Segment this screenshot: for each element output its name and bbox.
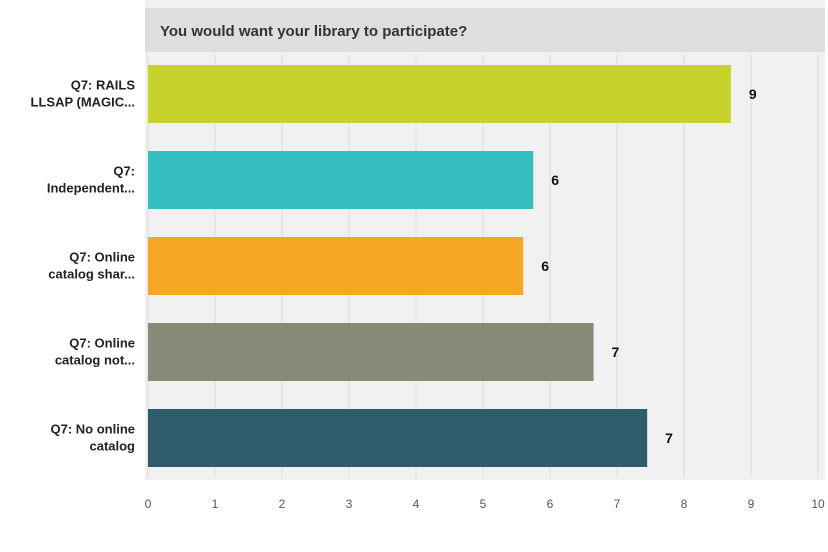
bar (148, 237, 524, 295)
bar (148, 323, 594, 381)
x-tick-label: 2 (279, 497, 286, 511)
title-bar (145, 8, 825, 52)
category-label: LLSAP (MAGIC... (31, 95, 135, 110)
category-label: catalog not... (55, 353, 135, 368)
x-tick-label: 9 (748, 497, 755, 511)
bars (148, 65, 731, 467)
x-tick-label: 8 (681, 497, 688, 511)
data-label: 6 (551, 172, 559, 188)
category-labels: Q7: RAILS LLSAP (MAGIC... Q7: Independent..… (31, 78, 136, 454)
x-tick-label: 0 (145, 497, 152, 511)
x-tick-label: 4 (413, 497, 420, 511)
bar (148, 151, 534, 209)
x-axis-ticks: 0 1 2 3 4 5 6 7 8 9 10 (145, 497, 825, 511)
value-labels: 9 6 6 7 7 (541, 86, 757, 446)
x-tick-label: 10 (811, 497, 825, 511)
data-label: 7 (665, 430, 673, 446)
data-label: 9 (749, 86, 757, 102)
category-label: Q7: (113, 164, 135, 179)
x-tick-label: 5 (480, 497, 487, 511)
data-label: 7 (612, 344, 620, 360)
category-label: catalog (89, 439, 135, 454)
bar (148, 409, 648, 467)
x-tick-label: 6 (547, 497, 554, 511)
x-tick-label: 1 (212, 497, 219, 511)
data-label: 6 (541, 258, 549, 274)
category-label: Q7: Online (69, 336, 135, 351)
x-tick-label: 3 (346, 497, 353, 511)
bar (148, 65, 731, 123)
category-label: Independent... (47, 181, 135, 196)
x-tick-label: 7 (614, 497, 621, 511)
category-label: Q7: No online (51, 422, 136, 437)
category-label: Q7: Online (69, 250, 135, 265)
category-label: Q7: RAILS (71, 78, 136, 93)
category-label: catalog shar... (48, 267, 135, 282)
chart-title: You would want your library to participa… (160, 23, 467, 40)
